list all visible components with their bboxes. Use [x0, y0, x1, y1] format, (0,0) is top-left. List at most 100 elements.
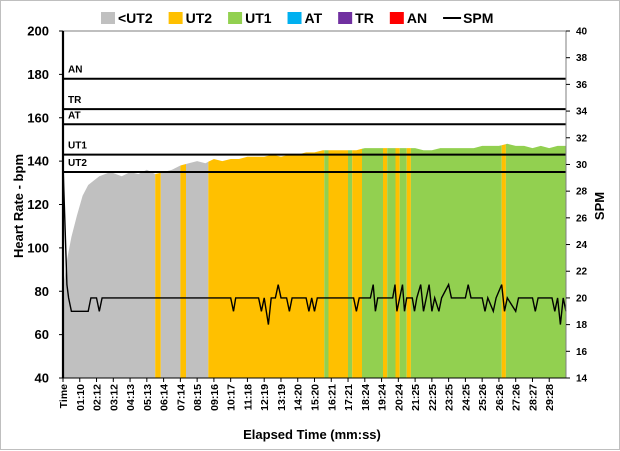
y-tick-label: 160 — [27, 110, 49, 125]
x-tick-label: 03:12 — [108, 384, 120, 411]
spm-series — [62, 164, 567, 325]
legend-label-spm: SPM — [463, 10, 493, 26]
legend-label-ut1: UT1 — [245, 10, 272, 26]
y-axis-title: Heart Rate - bpm — [11, 154, 26, 258]
x-tick-label: 14:20 — [293, 384, 305, 411]
x-tick-label: 23:25 — [444, 384, 456, 411]
x-tick-label: 26:26 — [494, 384, 506, 411]
x-tick-label: 02:12 — [92, 384, 104, 411]
x-tick-label: 11:18 — [242, 384, 254, 410]
legend-swatch-an — [389, 12, 404, 24]
x-tick-label: 15:20 — [310, 384, 322, 411]
legend-swatch-at — [287, 12, 302, 24]
legend-label-an: AN — [407, 10, 427, 26]
y2-tick-label: 36 — [576, 80, 588, 91]
x-tick-label: 24:25 — [460, 384, 472, 411]
hr-zone-area-9 — [352, 148, 362, 378]
y2-axis-title: SPM — [592, 192, 607, 220]
y-tick-label: 60 — [35, 327, 49, 342]
legend: <UT2 UT2 UT1 AT TR AN SPM — [101, 10, 493, 26]
zone-label-tr: TR — [68, 95, 82, 106]
x-tick-label: 08:15 — [192, 384, 204, 411]
legend-swatch-ut1 — [228, 12, 243, 24]
y2-tick-label: 34 — [576, 107, 588, 118]
legend-label-ut2: <UT2 — [118, 10, 153, 26]
x-tick-label: 04:13 — [125, 384, 137, 411]
hr-zone-area-13 — [395, 148, 400, 378]
x-tick-label: 28:27 — [528, 384, 540, 411]
legend-swatch-ut2 — [168, 12, 183, 24]
hr-zone-area-1 — [155, 172, 161, 378]
hr-zone-area-18 — [505, 143, 566, 378]
x-tick-label: 21:25 — [410, 384, 422, 411]
legend-label-at: AT — [305, 10, 323, 26]
hr-zone-area-12 — [387, 148, 396, 378]
x-tick-label: 13:19 — [276, 384, 288, 411]
y2-tick-label: 28 — [576, 187, 588, 198]
x-tick-label: 05:13 — [142, 384, 154, 411]
x-tick-label: 19:24 — [377, 384, 389, 411]
y2-tick-label: 26 — [576, 213, 588, 224]
zone-label-at: AT — [68, 110, 81, 121]
hr-zone-area-17 — [501, 144, 506, 378]
hr-zone-area-16 — [410, 145, 502, 378]
hr-zone-area-11 — [383, 148, 388, 378]
hr-zone-area-5 — [208, 150, 325, 378]
y2-tick-label: 32 — [576, 133, 588, 144]
x-tick-label: 06:14 — [159, 384, 171, 411]
x-tick-label: 01:10 — [75, 384, 87, 411]
x-tick-label: 18:24 — [360, 384, 372, 411]
x-tick-label: 20:24 — [393, 384, 405, 411]
x-tick-label: 29:28 — [544, 384, 556, 411]
y-tick-label: 200 — [27, 24, 49, 39]
x-tick-label: 09:16 — [209, 384, 221, 411]
legend-swatch-tr — [338, 12, 353, 24]
x-tick-label: 25:26 — [477, 384, 489, 411]
y2-tick-label: 20 — [576, 293, 588, 304]
x-axis-title: Elapsed Time (mm:ss) — [243, 427, 381, 442]
x-tick-label: 16:21 — [326, 384, 338, 411]
hr-zone-area-7 — [328, 150, 348, 378]
y2-tick-label: 40 — [576, 27, 588, 38]
y2-tick-label: 22 — [576, 267, 588, 278]
hr-zone-area-10 — [362, 148, 383, 378]
x-tick-label: Time — [58, 384, 70, 408]
y2-tick-label: 38 — [576, 53, 588, 64]
y-tick-label: 140 — [27, 154, 49, 169]
axes: 40 60 80 100 120 140 160 180 200 14 16 18 20 22 24 26 28… — [27, 24, 587, 411]
y-tick-label: 40 — [35, 371, 49, 386]
x-tick-label: 27:26 — [511, 384, 523, 411]
x-tick-label: 07:14 — [175, 384, 187, 411]
x-tick-label: 22:25 — [427, 384, 439, 411]
hr-zone-area-3 — [180, 164, 186, 378]
y2-tick-label: 16 — [576, 347, 588, 358]
hr-zone-area-8 — [348, 150, 353, 378]
zone-label-ut2: UT2 — [68, 158, 87, 169]
y-tick-label: 120 — [27, 197, 49, 212]
y2-tick-label: 14 — [576, 374, 588, 385]
y-tick-label: 80 — [35, 284, 49, 299]
hr-zone-area-15 — [406, 148, 411, 378]
hr-zone-area-6 — [324, 150, 329, 378]
y2-tick-label: 18 — [576, 320, 588, 331]
y2-tick-label: 30 — [576, 160, 588, 171]
zone-label-ut1: UT1 — [68, 141, 87, 152]
heart-rate-zone-areas — [63, 143, 566, 378]
zone-label-an: AN — [68, 65, 82, 76]
x-tick-label: 12:19 — [259, 384, 271, 411]
legend-label-ut2: UT2 — [186, 10, 213, 26]
spm-line — [62, 164, 567, 325]
legend-swatch-ut2 — [101, 12, 115, 24]
hr-zone-area-4 — [186, 161, 209, 378]
y2-tick-label: 24 — [576, 240, 588, 251]
hr-zone-area-14 — [399, 148, 407, 378]
x-tick-label: 10:17 — [226, 384, 238, 411]
y-tick-label: 180 — [27, 67, 49, 82]
x-tick-label: 17:21 — [343, 384, 355, 411]
hr-zone-area-0 — [63, 169, 156, 378]
hr-zone-area-2 — [160, 165, 181, 378]
legend-label-tr: TR — [355, 10, 374, 26]
zone-threshold-lines: AN TR AT UT1 UT2 — [63, 65, 566, 173]
